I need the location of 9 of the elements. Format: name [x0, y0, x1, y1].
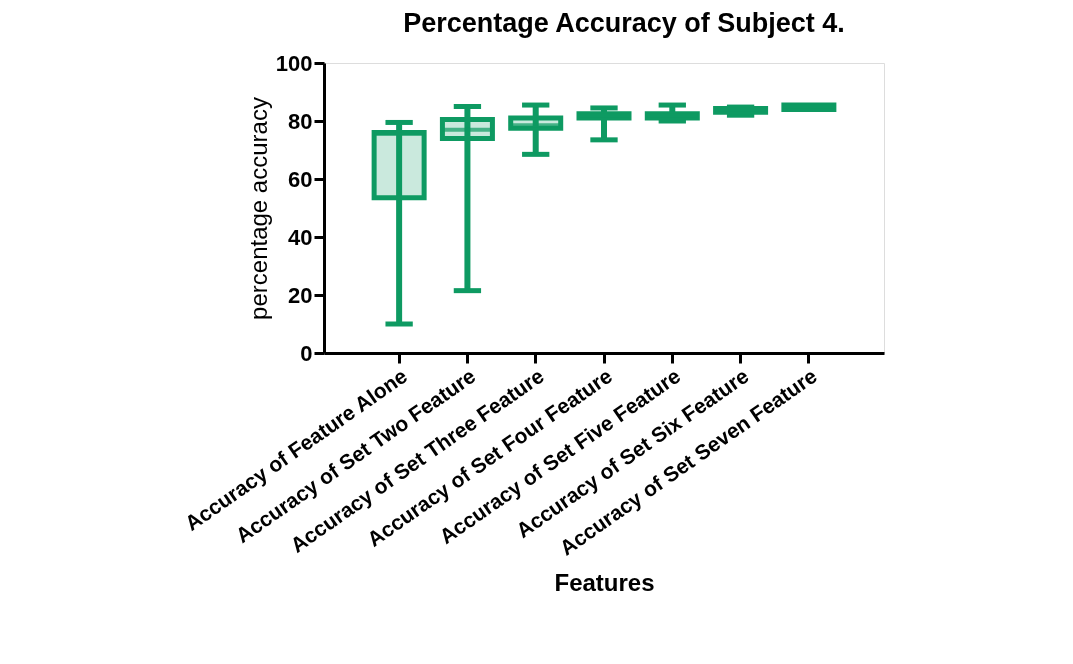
y-tick-label: 80 [288, 108, 313, 134]
y-tick-label: 40 [288, 224, 313, 250]
x-axis-title: Features [554, 568, 655, 596]
y-tick-label: 20 [288, 282, 313, 308]
y-axis-title: percentage accuracy [244, 97, 272, 320]
y-tick-label: 100 [275, 50, 313, 76]
y-tick-label: 0 [300, 340, 313, 366]
chart-title: Percentage Accuracy of Subject 4. [403, 8, 845, 38]
y-tick-label: 60 [288, 166, 313, 192]
